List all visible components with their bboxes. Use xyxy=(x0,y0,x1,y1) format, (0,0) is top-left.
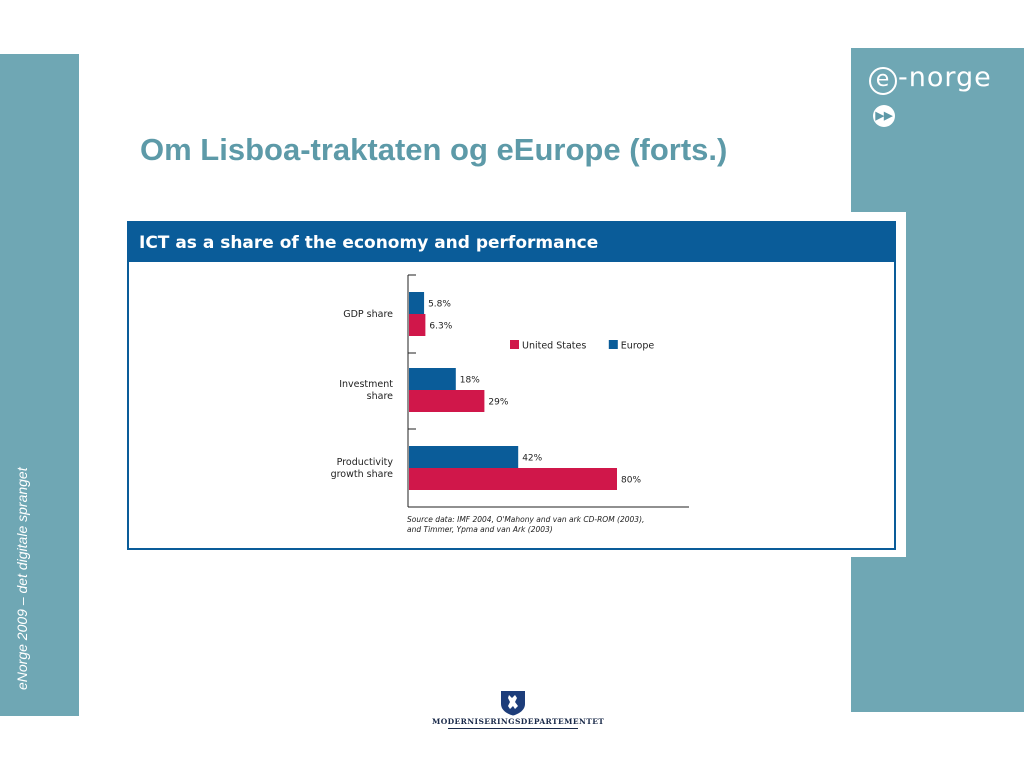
bar-europe xyxy=(409,446,519,468)
data-label: 6.3% xyxy=(429,322,452,332)
ministry-logo: MODERNISERINGSDEPARTEMENTET xyxy=(432,690,605,729)
chart-header: ICT as a share of the economy and perfor… xyxy=(129,223,894,262)
slide-title: Om Lisboa-traktaten og eEurope (forts.) xyxy=(140,132,728,167)
logo-e-circle: e xyxy=(869,67,897,95)
category-label: growth share xyxy=(331,469,394,480)
category-label: GDP share xyxy=(343,309,393,320)
bar-europe xyxy=(409,292,425,314)
category-label: Productivity xyxy=(337,457,394,468)
ministry-underline xyxy=(448,728,578,729)
bar-united-states xyxy=(409,468,617,490)
logo-text: -norge xyxy=(898,62,992,93)
footer-tagline: eNorge 2009 – det digitale spranget xyxy=(14,467,30,690)
category-label: share xyxy=(367,391,393,402)
legend-swatch xyxy=(608,340,618,349)
coat-of-arms-icon xyxy=(501,691,525,716)
bar-europe xyxy=(409,368,456,390)
data-label: 18% xyxy=(460,376,480,386)
data-label: 29% xyxy=(488,398,508,408)
legend-swatch xyxy=(510,340,519,349)
chart-title: ICT as a share of the economy and perfor… xyxy=(139,233,599,253)
forward-play-icon[interactable]: ▶▶ xyxy=(873,105,895,127)
data-label: 42% xyxy=(522,454,542,464)
bar-united-states xyxy=(409,390,485,412)
data-label: 5.8% xyxy=(428,300,451,310)
legend-label: United States xyxy=(522,341,586,352)
ministry-name: MODERNISERINGSDEPARTEMENTET xyxy=(432,717,605,726)
bar-united-states xyxy=(409,314,426,336)
chart-panel: ICT as a share of the economy and perfor… xyxy=(127,221,896,550)
legend-label: Europe xyxy=(621,341,655,352)
enorge-logo: e -norge xyxy=(869,62,992,95)
source-note: and Timmer, Ypma and van Ark (2003) xyxy=(407,525,553,534)
left-side-band xyxy=(0,54,79,716)
category-label: Investment xyxy=(339,379,393,390)
data-label: 80% xyxy=(621,476,641,486)
source-note: Source data: IMF 2004, O'Mahony and van … xyxy=(407,515,644,524)
